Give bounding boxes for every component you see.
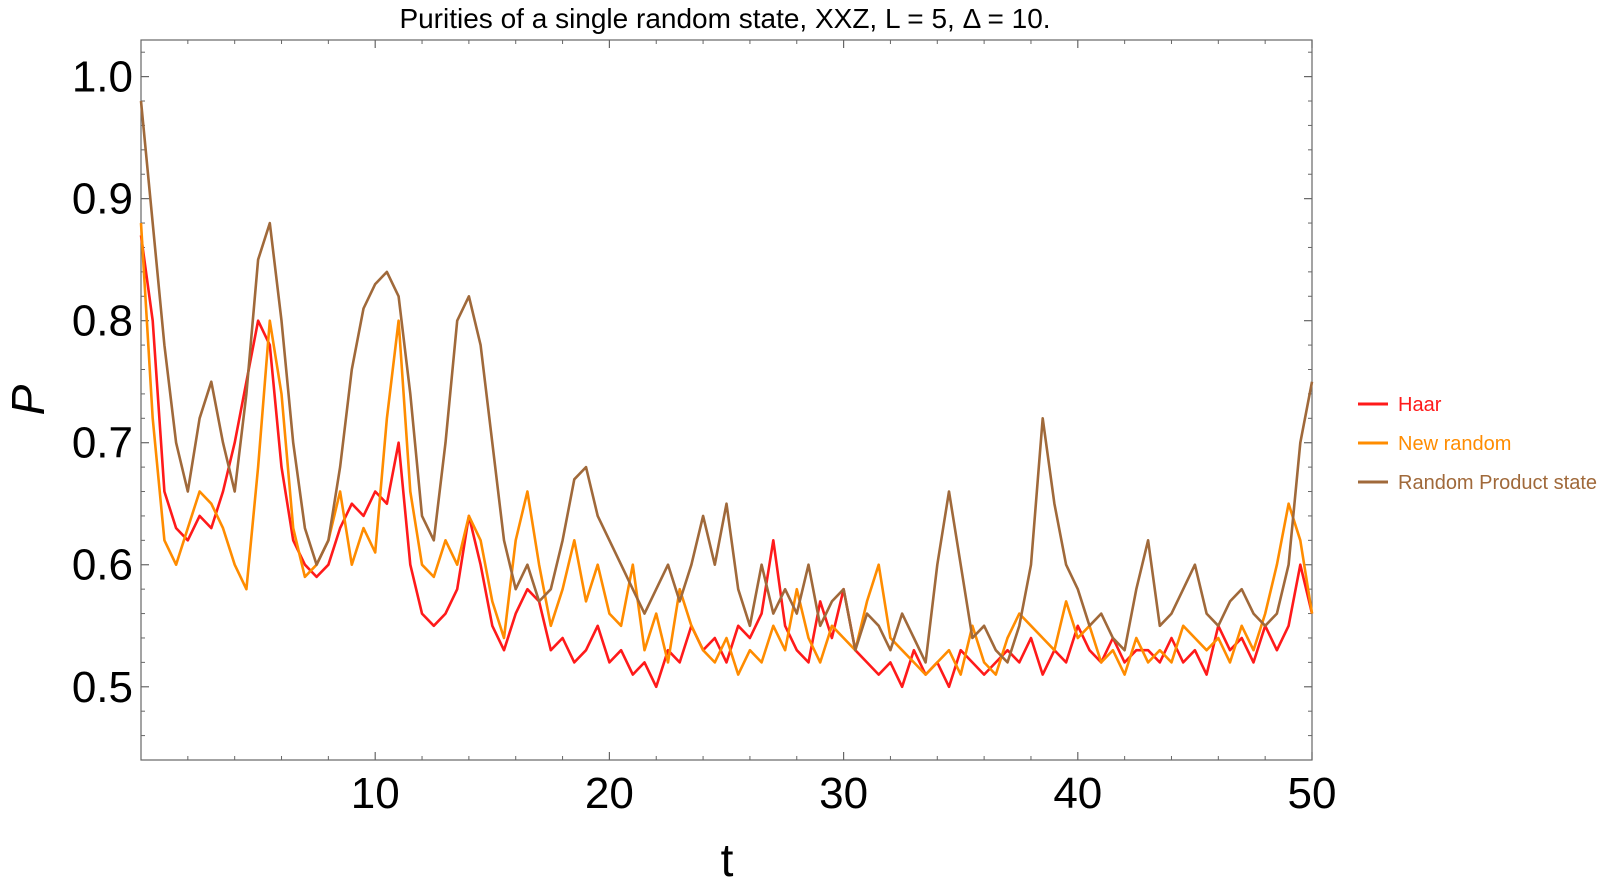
y-tick-label: 0.6 bbox=[72, 541, 133, 590]
x-tick-label: 50 bbox=[1288, 769, 1337, 818]
y-axis-ticks: 0.5 0.6 0.7 0.8 0.9 1.0 bbox=[72, 53, 1312, 712]
legend-label: Haar bbox=[1398, 394, 1442, 416]
y-tick-label: 0.7 bbox=[72, 419, 133, 468]
x-axis-ticks: 10 20 30 40 50 bbox=[351, 40, 1337, 818]
x-tick-label: 20 bbox=[585, 769, 634, 818]
legend-label: Random Product state bbox=[1398, 472, 1597, 494]
series-lines bbox=[139, 100, 1314, 689]
legend-label: New random bbox=[1398, 433, 1511, 455]
x-tick-label: 10 bbox=[351, 769, 400, 818]
plot-frame bbox=[140, 39, 1313, 761]
chart-title: Purities of a single random state, XXZ, … bbox=[399, 3, 1050, 34]
legend: Haar New random Random Product state bbox=[1358, 394, 1597, 494]
x-tick-label: 30 bbox=[819, 769, 868, 818]
y-tick-label: 0.9 bbox=[72, 175, 133, 224]
x-minor-ticks bbox=[187, 40, 1266, 760]
x-axis-label: t bbox=[721, 834, 734, 886]
y-minor-ticks bbox=[141, 51, 1312, 737]
y-axis-label: P bbox=[2, 384, 54, 415]
series-line-0 bbox=[139, 235, 1314, 689]
y-tick-label: 0.5 bbox=[72, 663, 133, 712]
x-tick-label: 40 bbox=[1053, 769, 1102, 818]
series-line-2 bbox=[139, 100, 1314, 664]
y-tick-label: 1.0 bbox=[72, 53, 133, 102]
series-line-1 bbox=[139, 223, 1314, 676]
y-tick-label: 0.8 bbox=[72, 297, 133, 346]
